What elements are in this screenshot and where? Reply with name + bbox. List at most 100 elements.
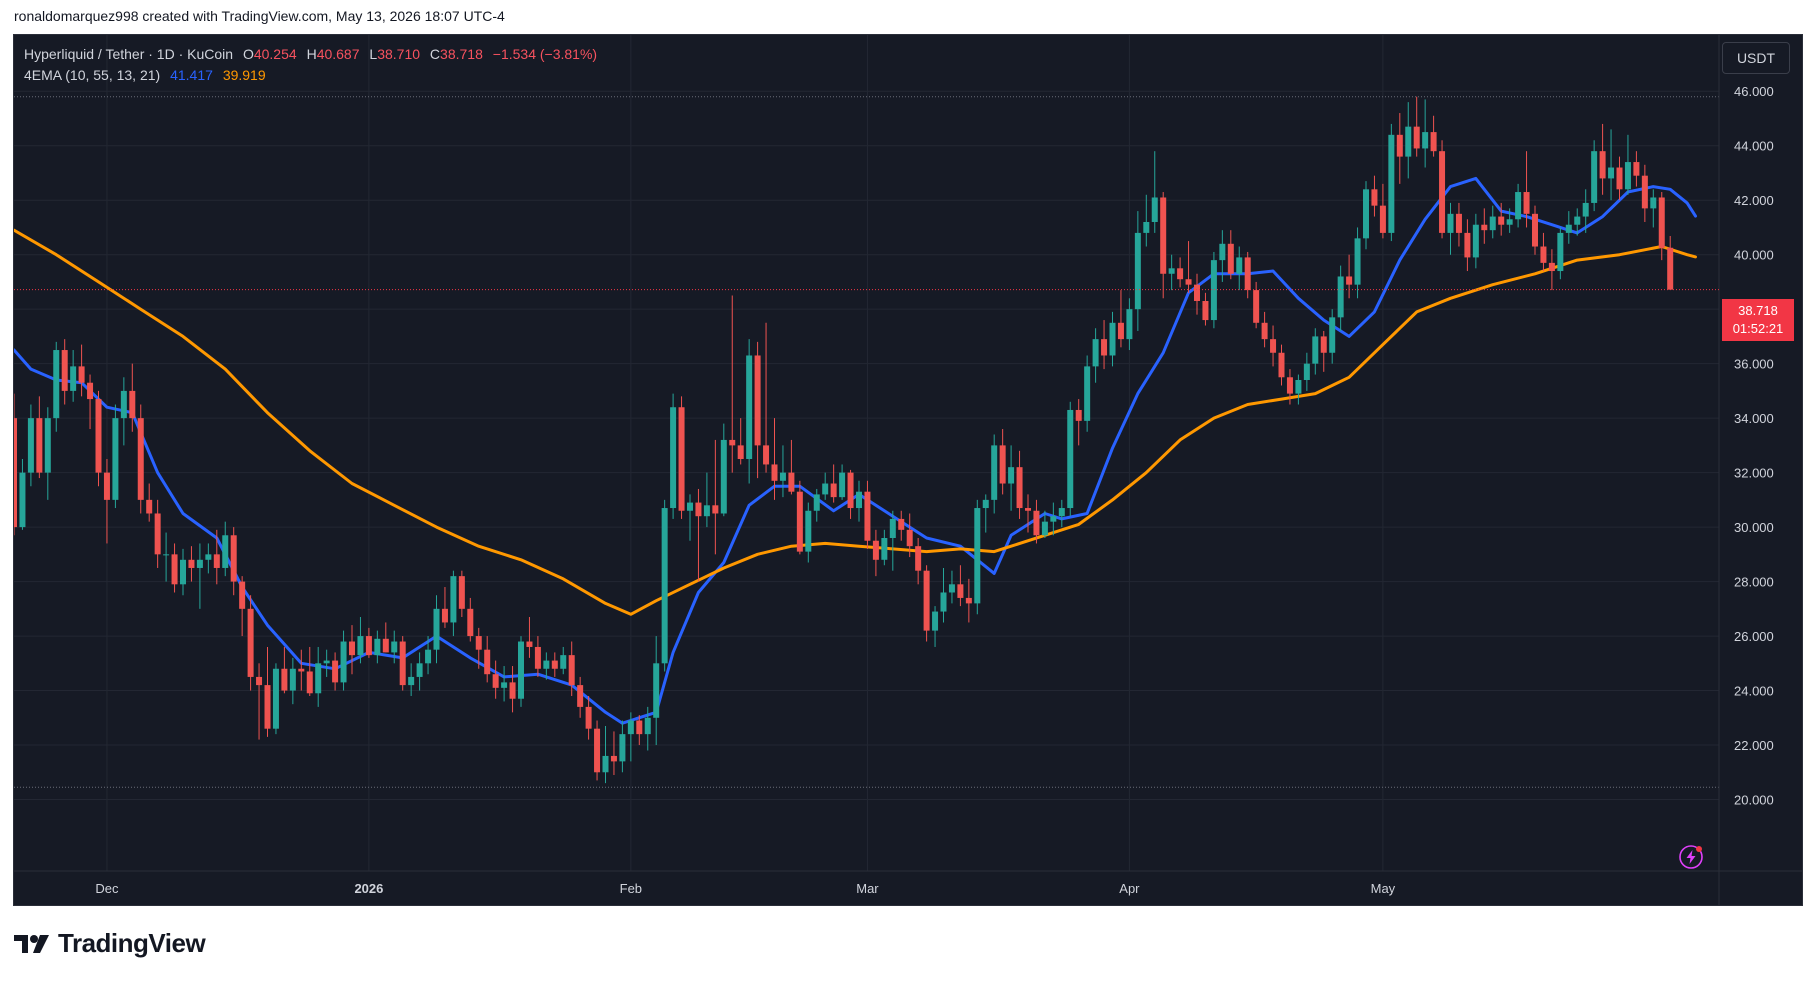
symbol-name[interactable]: Hyperliquid / Tether · 1D · KuCoin: [24, 46, 234, 62]
candle-body[interactable]: [1185, 279, 1192, 285]
candle-body[interactable]: [1650, 197, 1657, 209]
candle-body[interactable]: [974, 508, 981, 604]
candle-body[interactable]: [112, 418, 119, 500]
candle-body[interactable]: [450, 576, 457, 623]
candlestick-chart[interactable]: 20.000 22.000 24.000 26.000 28.000 30.000 32.0…: [14, 35, 1802, 905]
candle-body[interactable]: [1498, 216, 1505, 225]
candle-body[interactable]: [670, 407, 677, 509]
candle-body[interactable]: [1455, 213, 1462, 233]
candle-body[interactable]: [534, 646, 541, 669]
candle-body[interactable]: [1388, 134, 1395, 233]
candle-body[interactable]: [602, 755, 609, 773]
candle-body[interactable]: [1641, 175, 1648, 209]
candle-body[interactable]: [230, 535, 237, 582]
chart-area[interactable]: 20.000 22.000 24.000 26.000 28.000 30.000 32.0…: [13, 34, 1803, 906]
indicator-name[interactable]: 4EMA (10, 55, 13, 21): [24, 67, 161, 83]
candle-body[interactable]: [501, 682, 508, 688]
candle-body[interactable]: [399, 641, 406, 686]
candle-body[interactable]: [87, 382, 94, 400]
candle-body[interactable]: [999, 445, 1006, 484]
candle-body[interactable]: [19, 472, 26, 528]
candle-body[interactable]: [1540, 246, 1547, 263]
candle-body[interactable]: [332, 660, 339, 683]
symbol-row[interactable]: Hyperliquid / Tether · 1D · KuCoin O40.2…: [24, 44, 597, 65]
candle-body[interactable]: [306, 671, 313, 694]
candle-body[interactable]: [1041, 521, 1048, 536]
candle-body[interactable]: [1506, 219, 1513, 225]
candle-body[interactable]: [687, 502, 693, 511]
candle-body[interactable]: [906, 529, 913, 547]
candle-body[interactable]: [619, 734, 626, 762]
candle-body[interactable]: [771, 464, 778, 481]
candle-body[interactable]: [856, 491, 862, 509]
candle-body[interactable]: [441, 608, 448, 623]
candle-body[interactable]: [543, 660, 550, 669]
candle-body[interactable]: [1624, 162, 1631, 190]
candle-body[interactable]: [1109, 322, 1116, 356]
candle-body[interactable]: [948, 584, 955, 593]
currency-unit-button[interactable]: USDT: [1722, 42, 1790, 74]
candle-body[interactable]: [1447, 213, 1454, 233]
candle-body[interactable]: [272, 668, 279, 729]
candle-body[interactable]: [653, 663, 660, 718]
candle-body[interactable]: [1312, 336, 1319, 364]
candle-body[interactable]: [382, 638, 389, 653]
candle-body[interactable]: [349, 641, 355, 656]
candle-body[interactable]: [163, 554, 170, 556]
candle-body[interactable]: [1236, 257, 1243, 274]
candle-body[interactable]: [1599, 151, 1606, 179]
tradingview-brand[interactable]: TradingView: [58, 928, 206, 958]
candle-body[interactable]: [256, 676, 263, 686]
candle-body[interactable]: [374, 638, 381, 656]
candle-body[interactable]: [1134, 232, 1141, 310]
candle-body[interactable]: [991, 445, 998, 500]
candle-body[interactable]: [872, 540, 879, 560]
candle-body[interactable]: [1472, 224, 1479, 258]
candle-body[interactable]: [864, 491, 871, 541]
candle-body[interactable]: [729, 439, 736, 446]
candle-body[interactable]: [188, 559, 195, 568]
candle-body[interactable]: [1371, 189, 1378, 206]
candle-body[interactable]: [813, 494, 820, 511]
candle-body[interactable]: [1219, 243, 1226, 261]
candle-body[interactable]: [458, 576, 465, 609]
candle-body[interactable]: [746, 355, 753, 459]
candle-body[interactable]: [1346, 276, 1353, 285]
candle-body[interactable]: [1667, 247, 1674, 290]
candle-body[interactable]: [1075, 409, 1082, 421]
candle-body[interactable]: [196, 559, 203, 568]
candle-body[interactable]: [594, 728, 601, 773]
candle-body[interactable]: [678, 407, 685, 511]
candle-body[interactable]: [70, 366, 77, 391]
candle-body[interactable]: [644, 717, 651, 735]
candle-body[interactable]: [95, 399, 102, 473]
candle-body[interactable]: [467, 608, 474, 637]
candle-body[interactable]: [1286, 377, 1293, 394]
candle-body[interactable]: [1582, 202, 1589, 217]
candle-body[interactable]: [1354, 238, 1361, 285]
candle-body[interactable]: [1464, 232, 1471, 258]
candle-body[interactable]: [1016, 467, 1023, 509]
candle-body[interactable]: [1439, 151, 1446, 233]
candle-body[interactable]: [712, 505, 719, 514]
candle-body[interactable]: [661, 508, 668, 664]
candle-body[interactable]: [205, 554, 212, 560]
candle-body[interactable]: [518, 641, 524, 699]
candle-body[interactable]: [1295, 380, 1302, 394]
candle-body[interactable]: [129, 390, 136, 419]
candle-body[interactable]: [1405, 126, 1412, 157]
candle-body[interactable]: [1270, 339, 1277, 353]
candle-body[interactable]: [627, 720, 634, 735]
candle-body[interactable]: [703, 505, 710, 517]
candle-body[interactable]: [44, 418, 51, 473]
candle-body[interactable]: [365, 636, 372, 656]
candle-body[interactable]: [805, 510, 812, 552]
candle-body[interactable]: [982, 499, 989, 509]
candle-body[interactable]: [1320, 336, 1327, 353]
candle-body[interactable]: [492, 674, 499, 688]
candle-body[interactable]: [1261, 322, 1268, 340]
candle-body[interactable]: [1033, 510, 1040, 536]
candle-body[interactable]: [610, 755, 617, 762]
candle-body[interactable]: [585, 706, 592, 729]
candle-body[interactable]: [475, 636, 482, 650]
